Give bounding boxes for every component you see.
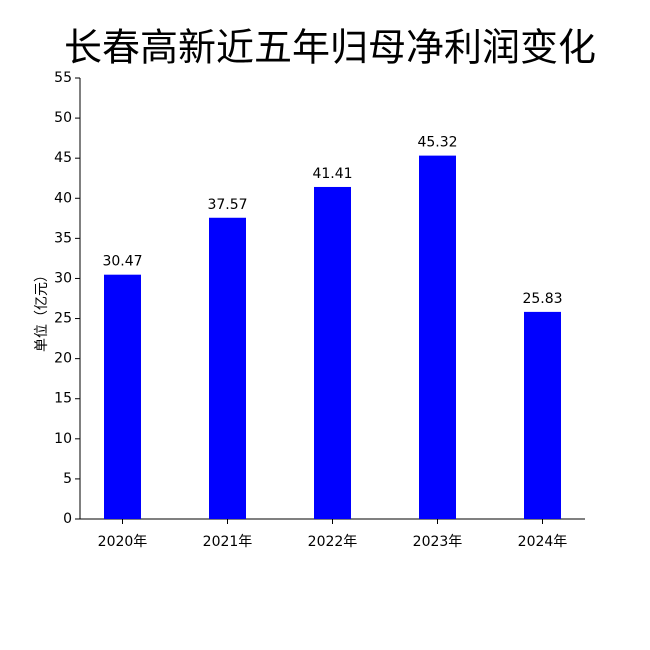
bar [209, 217, 246, 520]
x-tick-label: 2023年 [413, 534, 463, 550]
chart-title: 长春高新近五年归母净利润变化 [64, 26, 596, 70]
value-label: 41.41 [312, 166, 352, 182]
bar [314, 186, 351, 519]
bar [104, 274, 141, 519]
y-tick-label: 30 [54, 270, 72, 286]
y-tick-label: 35 [54, 230, 72, 246]
x-tick-label: 2020年 [98, 534, 148, 550]
y-tick-label: 50 [54, 110, 72, 126]
value-label: 30.47 [102, 254, 142, 270]
y-tick-label: 40 [54, 190, 72, 206]
y-tick-label: 25 [54, 311, 72, 327]
y-axis-label: 单位（亿元） [34, 268, 50, 352]
x-tick-label: 2022年 [308, 534, 358, 550]
y-tick-label: 20 [54, 351, 72, 367]
y-tick-label: 15 [54, 391, 72, 407]
value-label: 45.32 [417, 135, 457, 151]
y-tick-label: 0 [63, 511, 72, 527]
x-tick-label: 2021年 [203, 534, 253, 550]
value-label: 25.83 [522, 291, 562, 307]
bar [524, 311, 561, 519]
x-tick-label: 2024年 [518, 534, 568, 550]
y-tick-label: 55 [54, 70, 72, 86]
value-label: 37.57 [207, 197, 247, 213]
bar [419, 155, 456, 519]
y-tick-label: 45 [54, 150, 72, 166]
y-tick-label: 10 [54, 431, 72, 447]
y-tick-label: 5 [63, 471, 72, 487]
